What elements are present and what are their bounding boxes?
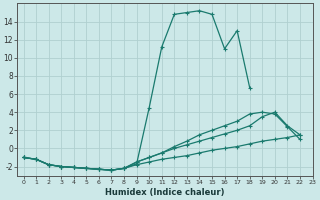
X-axis label: Humidex (Indice chaleur): Humidex (Indice chaleur) [105, 188, 225, 197]
